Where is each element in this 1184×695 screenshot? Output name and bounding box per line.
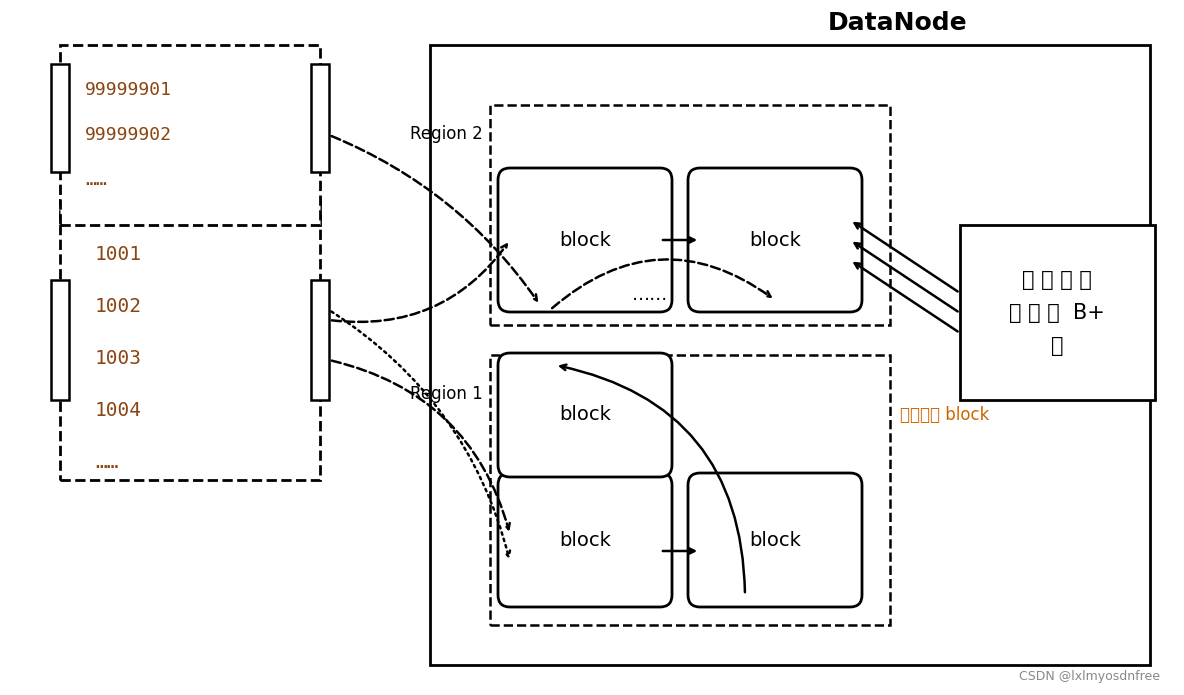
Text: 1003: 1003: [95, 350, 142, 368]
Bar: [311, 64, 329, 172]
Text: 链表连接 block: 链表连接 block: [900, 406, 990, 424]
Text: 1004: 1004: [95, 402, 142, 420]
Text: ……: ……: [85, 171, 107, 189]
Bar: [311, 280, 329, 400]
Text: 1002: 1002: [95, 297, 142, 316]
Bar: [430, 45, 1150, 665]
Bar: [490, 105, 890, 325]
FancyBboxPatch shape: [498, 168, 673, 312]
Text: block: block: [559, 231, 611, 250]
Text: 99999901: 99999901: [85, 81, 172, 99]
FancyBboxPatch shape: [688, 473, 862, 607]
FancyBboxPatch shape: [498, 353, 673, 477]
Bar: [960, 225, 1156, 400]
Text: Region 1: Region 1: [410, 385, 483, 403]
Text: 单 独 索 引
结 构 ：  B+
树: 单 独 索 引 结 构 ： B+ 树: [1009, 270, 1105, 356]
Text: DataNode: DataNode: [828, 11, 967, 35]
Text: ……: ……: [632, 286, 668, 304]
Text: ……: ……: [95, 454, 118, 473]
Text: block: block: [749, 231, 800, 250]
FancyBboxPatch shape: [498, 473, 673, 607]
FancyBboxPatch shape: [688, 168, 862, 312]
Bar: [60, 45, 320, 225]
Bar: [51, 280, 69, 400]
Bar: [490, 355, 890, 625]
Text: 1001: 1001: [95, 245, 142, 265]
Bar: [51, 64, 69, 172]
Text: block: block: [559, 530, 611, 550]
Text: 99999902: 99999902: [85, 126, 172, 144]
Bar: [60, 200, 320, 480]
Text: block: block: [559, 405, 611, 425]
Text: block: block: [749, 530, 800, 550]
Text: Region 2: Region 2: [410, 125, 483, 143]
Text: CSDN @lxlmyosdnfree: CSDN @lxlmyosdnfree: [1019, 670, 1160, 683]
